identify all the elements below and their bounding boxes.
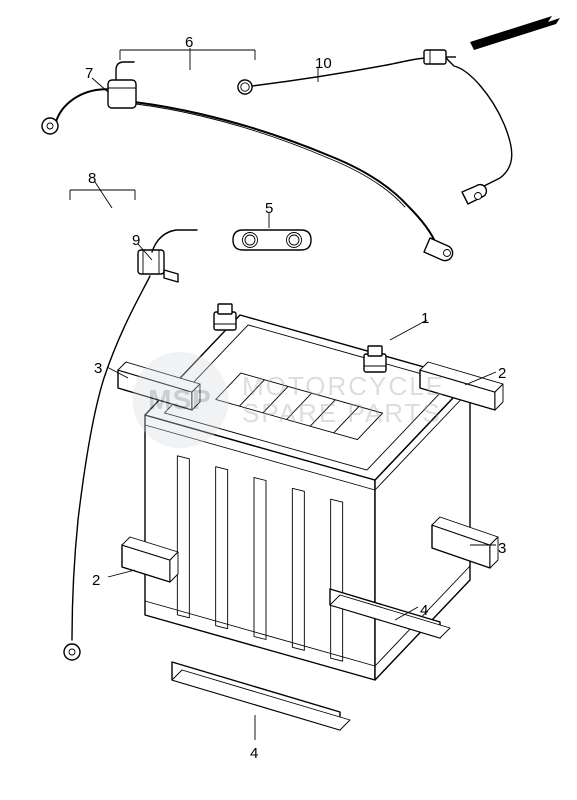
callout-4: 4 [250,745,258,762]
diagram-stage: MSP MOTORCYCLE SPARE PARTS 1223344567891… [0,0,577,800]
callout-7: 7 [85,65,93,82]
callout-3: 3 [94,360,102,377]
callout-1: 1 [421,310,429,327]
callout-10: 10 [315,55,332,72]
callout-5: 5 [265,200,273,217]
callout-4: 4 [420,602,428,619]
callout-2: 2 [498,365,506,382]
callout-3: 3 [498,540,506,557]
diagram-svg [0,0,577,800]
callout-9: 9 [132,232,140,249]
callout-8: 8 [88,170,96,187]
callout-6: 6 [185,34,193,51]
callout-2: 2 [92,572,100,589]
